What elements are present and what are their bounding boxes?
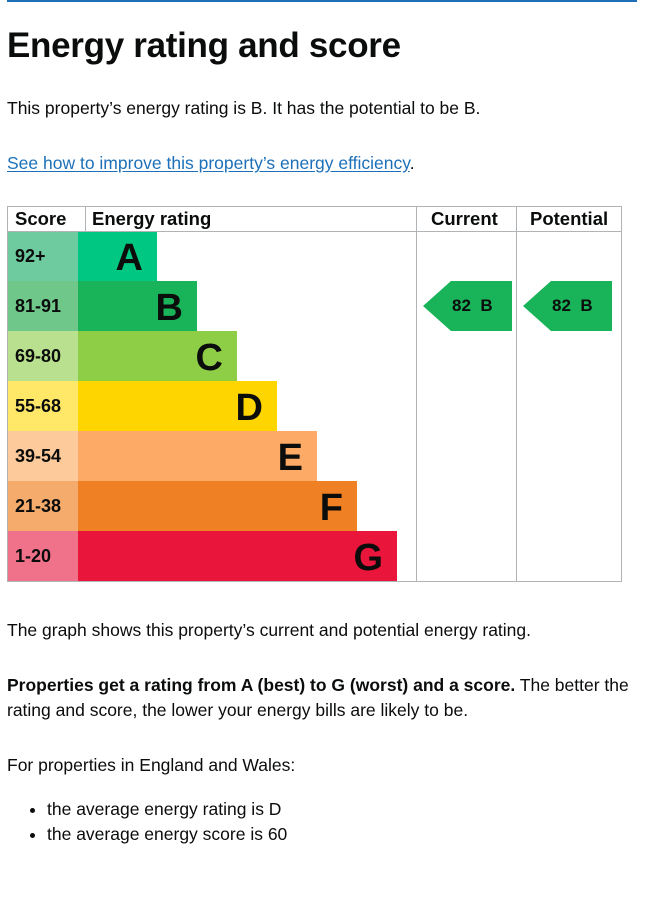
rating-explanation-rest: The better the rating and score, the low… [7, 675, 629, 720]
intro-text: This property’s energy rating is B. It h… [7, 98, 481, 118]
band-letter-a: A [115, 237, 143, 279]
chart-top-border [7, 206, 622, 207]
band-letter-e: E [277, 437, 303, 479]
band-letter-f: F [319, 487, 343, 529]
potential-rating-label: 82 B [552, 296, 593, 315]
band-letter-c: C [195, 337, 223, 379]
band-bar-a: A [78, 231, 157, 281]
band-score-g: 1-20 [7, 531, 78, 581]
chart-potential-divider [516, 206, 517, 582]
chart-header-divider [7, 231, 622, 232]
improve-link-paragraph: See how to improve this property’s energ… [7, 151, 415, 176]
band-score-e: 39-54 [7, 431, 78, 481]
band-bar-f: F [78, 481, 357, 531]
chart-score-divider [85, 206, 86, 231]
band-score-d: 55-68 [7, 381, 78, 431]
fact-average-score: the average energy score is 60 [47, 822, 287, 847]
current-arrow [423, 281, 512, 331]
band-letter-g: G [353, 537, 383, 579]
top-border [7, 0, 637, 2]
fact-average-rating: the average energy rating is D [47, 797, 287, 822]
current-rating-label: 82 B [452, 296, 493, 315]
current-arrow-shape [423, 281, 512, 331]
chart-right-border [621, 206, 622, 582]
band-score-b: 81-91 [7, 281, 78, 331]
band-letter-b: B [155, 287, 183, 329]
band-letter-d: D [235, 387, 263, 429]
band-bar-b: B [78, 281, 197, 331]
band-bar-g: G [78, 531, 397, 581]
graph-note: The graph shows this property’s current … [7, 620, 532, 640]
header-score: Score [15, 208, 67, 229]
chart-bottom-border [7, 581, 622, 582]
band-score-c: 69-80 [7, 331, 78, 381]
rating-explanation-bold: Properties get a rating from A (best) to… [7, 675, 516, 695]
band-bar-d: D [78, 381, 277, 431]
energy-rating-chart: Score Energy rating Current Potential 92… [7, 206, 622, 582]
chart-left-border [7, 206, 8, 582]
potential-arrow [523, 281, 612, 331]
header-energy-rating: Energy rating [92, 208, 212, 229]
rating-explanation: Properties get a rating from A (best) to… [7, 673, 637, 723]
header-potential: Potential [530, 208, 609, 229]
improve-efficiency-link[interactable]: See how to improve this property’s energ… [7, 153, 410, 173]
link-suffix: . [409, 153, 415, 173]
potential-arrow-shape [523, 281, 612, 331]
header-current: Current [431, 208, 498, 229]
average-facts-list: the average energy rating is D the avera… [7, 797, 287, 847]
band-bar-c: C [78, 331, 237, 381]
band-bar-e: E [78, 431, 317, 481]
band-score-a: 92+ [7, 231, 78, 281]
page-title: Energy rating and score [7, 26, 401, 65]
chart-current-divider [416, 206, 417, 582]
band-score-f: 21-38 [7, 481, 78, 531]
region-intro: For properties in England and Wales: [7, 755, 296, 775]
